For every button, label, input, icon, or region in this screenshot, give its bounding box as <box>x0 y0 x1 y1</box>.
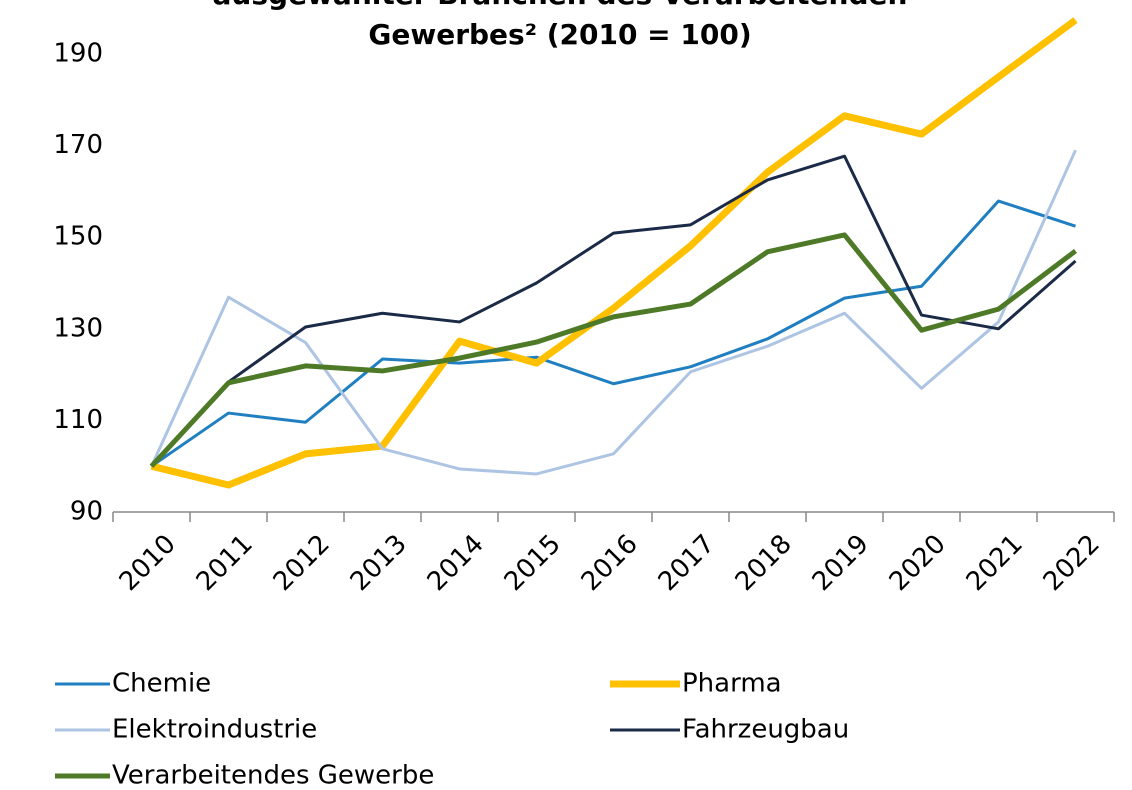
x-tick-label: 2012 <box>268 529 336 597</box>
legend-label: Elektroindustrie <box>112 715 317 745</box>
y-tick-label: 90 <box>70 497 103 527</box>
line-series <box>150 17 1078 489</box>
y-tick-label: 170 <box>53 130 103 160</box>
legend-label: Chemie <box>112 669 211 699</box>
x-tick-label: 2016 <box>576 529 644 597</box>
x-tick-label: 2015 <box>499 529 567 597</box>
chart-title: ausgewählter Branchen des Verarbeitenden <box>213 0 908 11</box>
y-tick-label: 130 <box>53 313 103 343</box>
x-tick-label: 2022 <box>1038 529 1106 597</box>
legend-label: Fahrzeugbau <box>682 715 849 745</box>
x-tick-label: 2020 <box>884 529 952 597</box>
x-tick-label: 2019 <box>807 529 875 597</box>
line-series <box>149 232 1078 468</box>
line-series <box>150 199 1076 468</box>
x-tick-label: 2017 <box>653 529 721 597</box>
x-tick-label: 2010 <box>114 529 182 597</box>
x-tick-label: 2018 <box>730 529 798 597</box>
x-tick-label: 2021 <box>961 529 1029 597</box>
line-series <box>150 149 1077 476</box>
legend-label: Pharma <box>682 669 782 699</box>
x-tick-label: 2014 <box>422 529 490 597</box>
y-tick-label: 190 <box>53 39 103 69</box>
x-tick-label: 2011 <box>191 529 259 597</box>
x-tick-label: 2013 <box>345 529 413 597</box>
legend-label: Verarbeitendes Gewerbe <box>112 761 434 790</box>
y-tick-label: 150 <box>53 222 103 252</box>
chart-title: Gewerbes² (2010 = 100) <box>368 18 751 51</box>
y-tick-label: 110 <box>53 405 103 435</box>
line-series <box>150 154 1077 468</box>
